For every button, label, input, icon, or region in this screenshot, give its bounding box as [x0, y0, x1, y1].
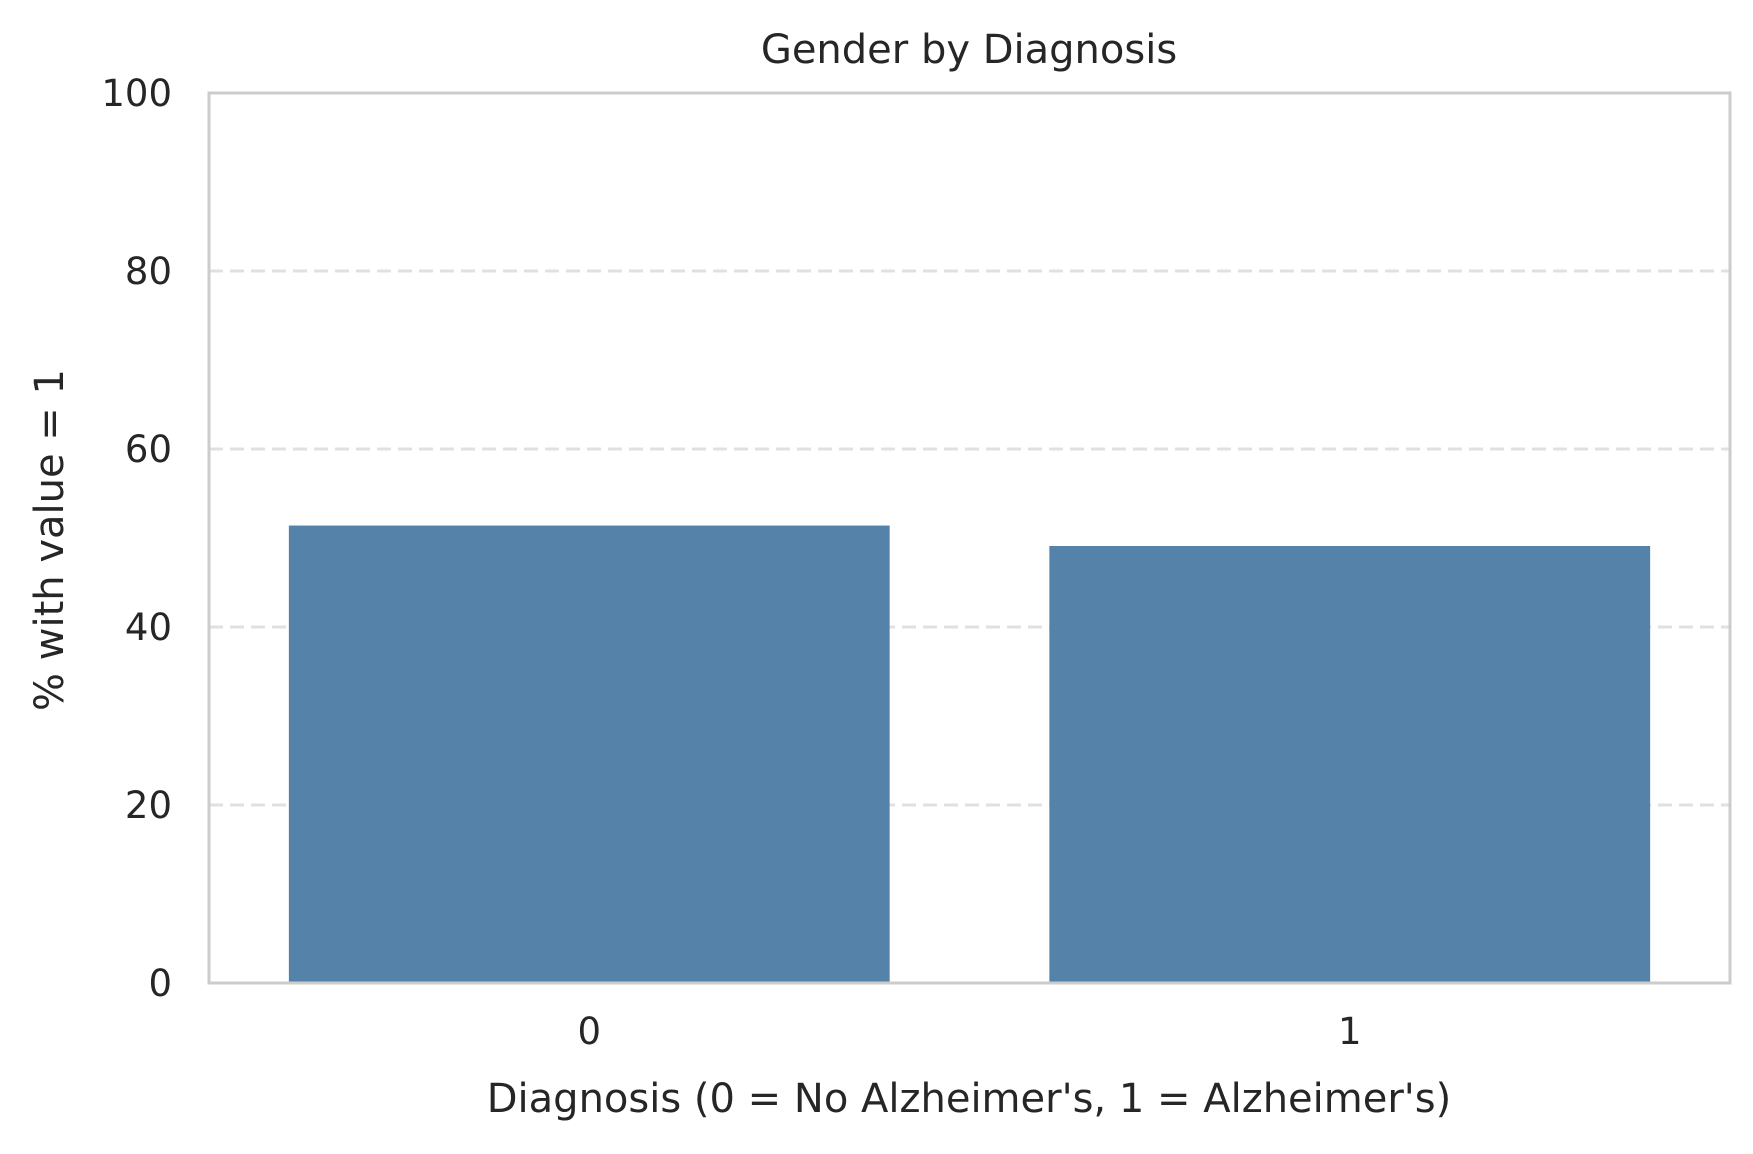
y-tick-label: 100: [101, 72, 172, 115]
chart-title: Gender by Diagnosis: [761, 27, 1177, 73]
bar-1: [1049, 546, 1651, 983]
y-tick-label: 60: [125, 428, 172, 471]
bars: [288, 525, 1651, 983]
bar-0: [288, 525, 890, 983]
x-tick-label: 0: [577, 1010, 601, 1053]
y-tick-label: 80: [125, 250, 172, 293]
y-axis-title: % with value = 1: [27, 369, 73, 711]
x-tick-label: 1: [1338, 1010, 1362, 1053]
y-tick-label: 40: [125, 606, 172, 649]
plot-frame: [207, 91, 1732, 985]
y-tick-label: 0: [148, 962, 172, 1005]
y-tick-label: 20: [125, 784, 172, 827]
y-tick-labels: 0 20 40 60 80 100: [101, 72, 172, 1005]
x-axis-title: Diagnosis (0 = No Alzheimer's, 1 = Alzhe…: [487, 1076, 1452, 1122]
